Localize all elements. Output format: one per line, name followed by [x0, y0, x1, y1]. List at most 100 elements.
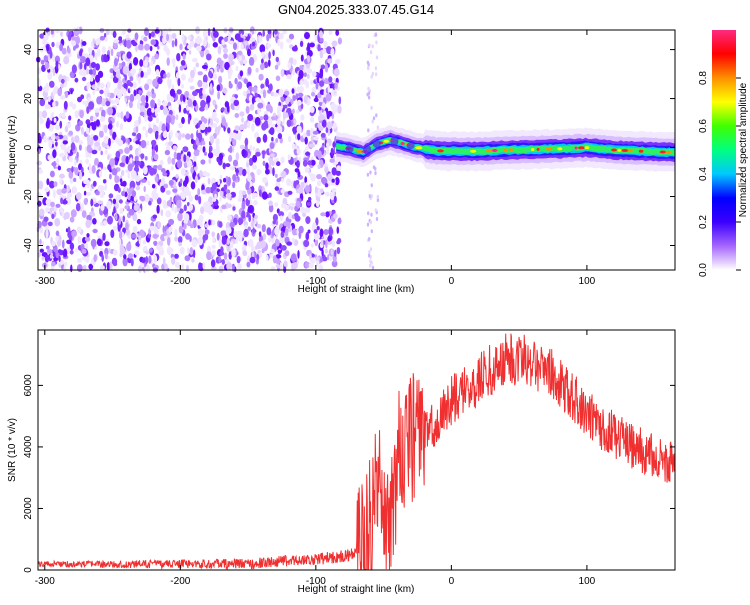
noise-speckle	[118, 36, 123, 41]
noise-speckle	[306, 68, 313, 74]
noise-speckle	[38, 252, 41, 257]
noise-speckle	[211, 244, 216, 249]
noise-speckle	[101, 46, 107, 54]
noise-speckle	[89, 77, 94, 82]
noise-speckle	[275, 56, 279, 63]
noise-speckle	[269, 248, 275, 254]
noise-speckle	[136, 233, 139, 238]
noise-speckle	[117, 187, 121, 193]
noise-speckle	[51, 111, 55, 118]
noise-speckle	[66, 76, 70, 82]
noise-speckle	[192, 90, 198, 97]
noise-speckle	[317, 86, 321, 92]
noise-speckle	[183, 223, 187, 230]
noise-speckle	[143, 185, 146, 193]
noise-speckle	[55, 60, 59, 70]
noise-speckle	[258, 35, 263, 43]
noise-speckle	[248, 56, 255, 66]
noise-speckle	[185, 133, 191, 140]
noise-speckle	[78, 120, 83, 127]
ridge-peak	[531, 148, 535, 151]
noise-speckle	[280, 245, 287, 251]
noise-speckle	[295, 179, 300, 185]
noise-speckle	[308, 262, 314, 269]
noise-speckle	[281, 178, 284, 183]
noise-speckle	[144, 194, 150, 203]
noise-speckle	[44, 61, 50, 70]
noise-speckle	[121, 61, 126, 67]
noise-speckle	[267, 29, 272, 35]
noise-speckle	[204, 201, 211, 209]
noise-speckle	[118, 199, 123, 204]
noise-speckle	[200, 159, 206, 165]
noise-speckle	[47, 154, 52, 161]
noise-speckle	[226, 261, 233, 271]
noise-speckle	[69, 216, 75, 223]
noise-speckle	[268, 200, 273, 206]
noise-speckle	[367, 128, 370, 133]
noise-speckle	[308, 143, 315, 148]
noise-speckle	[223, 47, 228, 54]
snr-x-label: Height of straight line (km)	[298, 584, 415, 595]
noise-speckle	[142, 240, 147, 245]
noise-speckle	[278, 88, 284, 98]
noise-speckle	[290, 99, 294, 105]
noise-speckle	[92, 240, 95, 250]
noise-speckle	[100, 98, 107, 107]
colorbar-tick-label: 0.8	[698, 71, 709, 85]
noise-speckle	[63, 265, 67, 273]
noise-speckle	[333, 213, 338, 219]
figure-title: GN04.2025.333.07.45.G14	[278, 2, 434, 17]
noise-speckle	[259, 252, 263, 258]
noise-speckle	[310, 80, 314, 85]
noise-speckle	[304, 176, 308, 184]
noise-speckle	[194, 194, 199, 201]
noise-speckle	[190, 181, 196, 190]
noise-speckle	[52, 54, 55, 62]
noise-speckle	[188, 203, 193, 211]
noise-speckle	[305, 216, 311, 225]
noise-speckle	[228, 136, 232, 144]
noise-speckle	[148, 248, 153, 253]
noise-speckle	[375, 113, 378, 118]
noise-speckle	[163, 73, 167, 79]
noise-speckle	[138, 265, 143, 273]
noise-speckle	[228, 53, 234, 62]
noise-speckle	[91, 164, 96, 174]
noise-speckle	[298, 231, 302, 239]
noise-speckle	[42, 90, 48, 98]
noise-speckle	[123, 39, 127, 48]
noise-speckle	[78, 140, 84, 145]
noise-speckle	[174, 206, 178, 214]
noise-speckle	[324, 63, 329, 73]
noise-speckle	[47, 31, 51, 36]
noise-speckle	[105, 100, 111, 107]
noise-speckle	[140, 95, 146, 103]
noise-speckle	[214, 104, 218, 110]
noise-speckle	[246, 261, 251, 268]
noise-speckle	[265, 168, 270, 175]
noise-speckle	[261, 248, 265, 254]
noise-speckle	[372, 116, 376, 121]
noise-speckle	[370, 74, 373, 79]
noise-speckle	[48, 95, 51, 103]
noise-speckle	[110, 229, 115, 238]
noise-speckle	[271, 160, 275, 167]
noise-speckle	[229, 221, 235, 228]
noise-speckle	[369, 247, 373, 252]
noise-speckle	[174, 228, 178, 237]
noise-speckle	[111, 168, 118, 176]
noise-speckle	[248, 94, 253, 103]
noise-speckle	[265, 162, 269, 171]
ridge-peak	[659, 150, 666, 154]
noise-speckle	[99, 106, 104, 112]
noise-speckle	[215, 144, 220, 153]
noise-speckle	[224, 36, 228, 42]
noise-speckle	[107, 92, 111, 98]
noise-speckle	[171, 203, 174, 212]
noise-speckle	[129, 76, 134, 82]
noise-speckle	[210, 135, 214, 145]
noise-speckle	[91, 122, 97, 131]
noise-speckle	[325, 93, 332, 102]
noise-speckle	[194, 175, 198, 184]
